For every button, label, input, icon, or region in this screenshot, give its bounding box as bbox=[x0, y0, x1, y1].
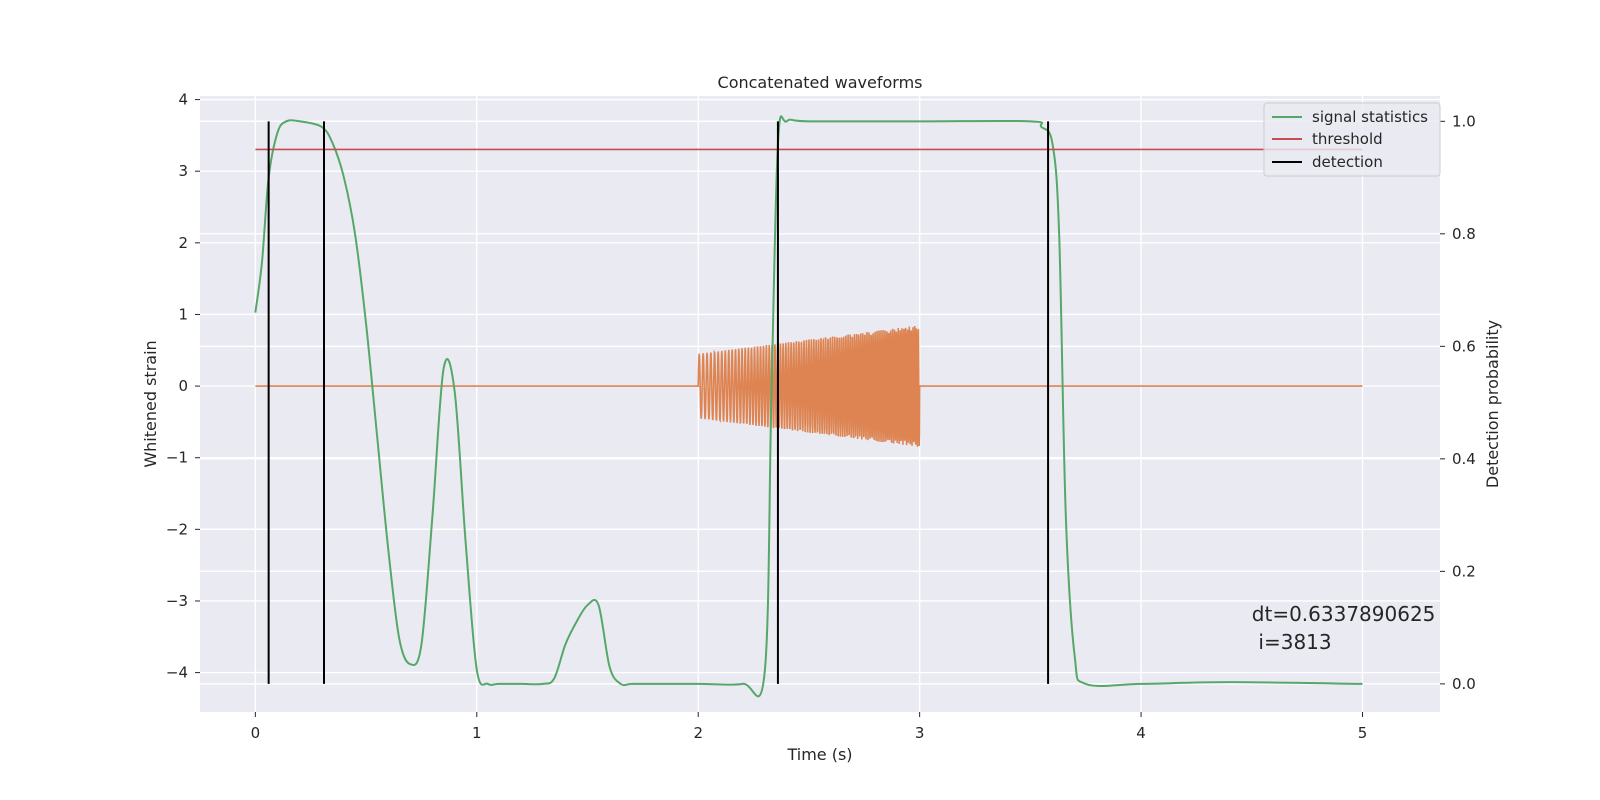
y2-tick-label-5: 1.0 bbox=[1452, 112, 1476, 130]
signal-statistics-line bbox=[254, 115, 1363, 698]
y-tick-label-5: 1 bbox=[178, 305, 188, 323]
y2-axis-label: Detection probability bbox=[1483, 320, 1502, 488]
y-tick-label-2: −2 bbox=[166, 520, 188, 538]
legend: signal statistics threshold detection bbox=[1263, 102, 1441, 177]
y-tick-label-3: −1 bbox=[166, 449, 188, 467]
y-tick-label-1: −3 bbox=[166, 592, 188, 610]
x-tick-label-4: 4 bbox=[1136, 724, 1146, 742]
x-tick-label-1: 1 bbox=[472, 724, 482, 742]
legend-label-detection: detection bbox=[1312, 153, 1383, 171]
legend-label-signal-statistics: signal statistics bbox=[1312, 108, 1428, 126]
y-tick-label-0: −4 bbox=[166, 664, 188, 682]
x-ticks: 0 1 2 3 4 5 bbox=[251, 712, 1368, 742]
y-tick-label-8: 4 bbox=[178, 91, 188, 109]
y2-tick-label-3: 0.6 bbox=[1452, 337, 1476, 355]
injection-series-line bbox=[255, 325, 1363, 447]
legend-label-threshold: threshold bbox=[1312, 130, 1383, 148]
y-tick-label-4: 0 bbox=[178, 377, 188, 395]
y2-tick-label-0: 0.0 bbox=[1452, 675, 1476, 693]
y2-ticks: 0.0 0.2 0.4 0.6 0.8 1.0 bbox=[1440, 112, 1476, 693]
annotation-i: i=3813 bbox=[1258, 630, 1331, 654]
x-axis-label: Time (s) bbox=[786, 745, 852, 764]
x-tick-label-2: 2 bbox=[693, 724, 703, 742]
y-ticks: −4 −3 −2 −1 0 1 2 3 4 bbox=[166, 91, 200, 682]
x-tick-label-5: 5 bbox=[1358, 724, 1368, 742]
y2-tick-label-4: 0.8 bbox=[1452, 225, 1476, 243]
y2-tick-label-1: 0.2 bbox=[1452, 562, 1476, 580]
y-axis-label: Whitened strain bbox=[141, 340, 160, 467]
legend-box bbox=[1263, 102, 1441, 177]
x-tick-label-0: 0 bbox=[251, 724, 261, 742]
y-tick-label-7: 3 bbox=[178, 162, 188, 180]
y-tick-label-6: 2 bbox=[178, 234, 188, 252]
annotation-dt: dt=0.6337890625 bbox=[1252, 602, 1436, 626]
grid-x bbox=[254, 96, 1364, 712]
chart-title: Concatenated waveforms bbox=[718, 73, 923, 92]
detection-lines bbox=[267, 121, 1050, 684]
y2-tick-label-2: 0.4 bbox=[1452, 450, 1476, 468]
x-tick-label-3: 3 bbox=[915, 724, 925, 742]
